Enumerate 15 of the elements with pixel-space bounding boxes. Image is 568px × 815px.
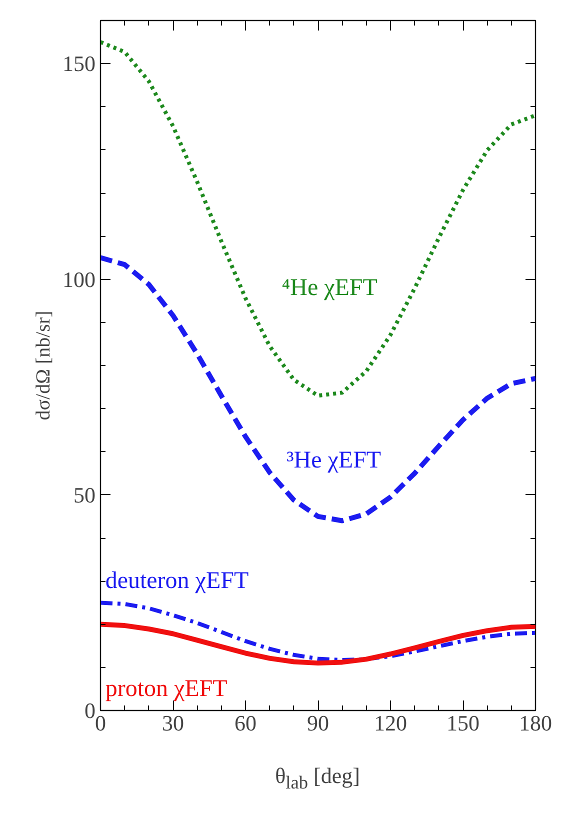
x-tick-label: 150 — [446, 710, 480, 736]
y-tick-label: 100 — [62, 266, 96, 292]
x-tick-label: 180 — [519, 710, 552, 736]
series-label: ⁴He χEFT — [282, 274, 378, 301]
series-label: ³He χEFT — [286, 447, 382, 474]
x-tick-label: 90 — [307, 710, 329, 736]
x-tick-label: 60 — [234, 710, 256, 736]
y-tick-label: 50 — [74, 482, 96, 508]
x-axis-title: θ$_{lab}$ [deg] — [274, 762, 361, 794]
series-label: proton χEFT — [105, 676, 228, 702]
x-tick-label: 30 — [162, 710, 184, 736]
y-axis-title: dσ/dΩ [nb/sr] — [32, 310, 54, 420]
y-tick-label: 150 — [62, 51, 96, 76]
series-label: deuteron χEFT — [105, 568, 249, 594]
x-tick-label: 120 — [374, 710, 407, 736]
